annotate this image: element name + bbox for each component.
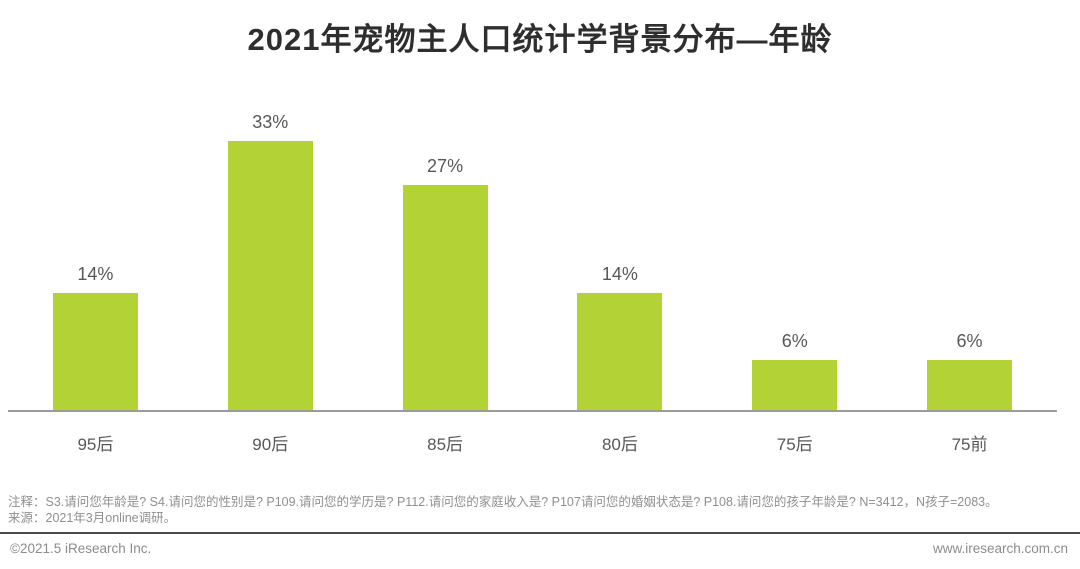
bar-value-label: 27% (427, 156, 464, 176)
bar-group: 14% (532, 112, 707, 410)
bar-chart: 14% 33% 27% 14% 6% 6% 95后 90后 85后 80后 75后 75前 (8, 112, 1057, 455)
x-axis-tick-label: 90后 (252, 435, 289, 454)
footer-divider (0, 532, 1080, 534)
x-axis-tick-label: 85后 (427, 435, 464, 454)
bar (402, 185, 488, 410)
x-axis-labels: 95后 90后 85后 80后 75后 75前 (8, 430, 1057, 455)
bar (577, 293, 663, 410)
bar (52, 293, 138, 410)
bar-value-label: 6% (956, 331, 983, 351)
bar-group: 33% (183, 112, 358, 410)
copyright-text: ©2021.5 iResearch Inc. (10, 541, 152, 556)
bar-group: 6% (707, 112, 882, 410)
footnotes: 注释：S3.请问您年龄是? S4.请问您的性别是? P109.请问您的学历是? … (8, 494, 1072, 526)
bar-group: 6% (882, 112, 1057, 410)
website-text: www.iresearch.com.cn (932, 541, 1068, 556)
x-axis-tick-label: 75前 (951, 435, 988, 454)
bar-value-label: 14% (601, 264, 638, 284)
x-axis-tick-label: 80后 (601, 435, 638, 454)
note-line-source: 来源：2021年3月online调研。 (8, 511, 177, 525)
bar-group: 27% (358, 112, 533, 410)
bar (752, 360, 838, 410)
bar (227, 141, 313, 410)
bar-group: 14% (8, 112, 183, 410)
bar-value-label: 6% (781, 331, 808, 351)
bar (927, 360, 1013, 410)
x-axis-tick-label: 95后 (77, 435, 114, 454)
footer: ©2021.5 iResearch Inc. www.iresearch.com… (10, 541, 1068, 556)
chart-title: 2021年宠物主人口统计学背景分布—年龄 (247, 22, 833, 57)
x-axis-tick-label: 75后 (776, 435, 813, 454)
bar-value-label: 14% (77, 264, 114, 284)
note-line-annotation: 注释：S3.请问您年龄是? S4.请问您的性别是? P109.请问您的学历是? … (8, 495, 998, 509)
plot-area: 14% 33% 27% 14% 6% 6% (8, 112, 1057, 412)
bar-value-label: 33% (252, 112, 289, 132)
